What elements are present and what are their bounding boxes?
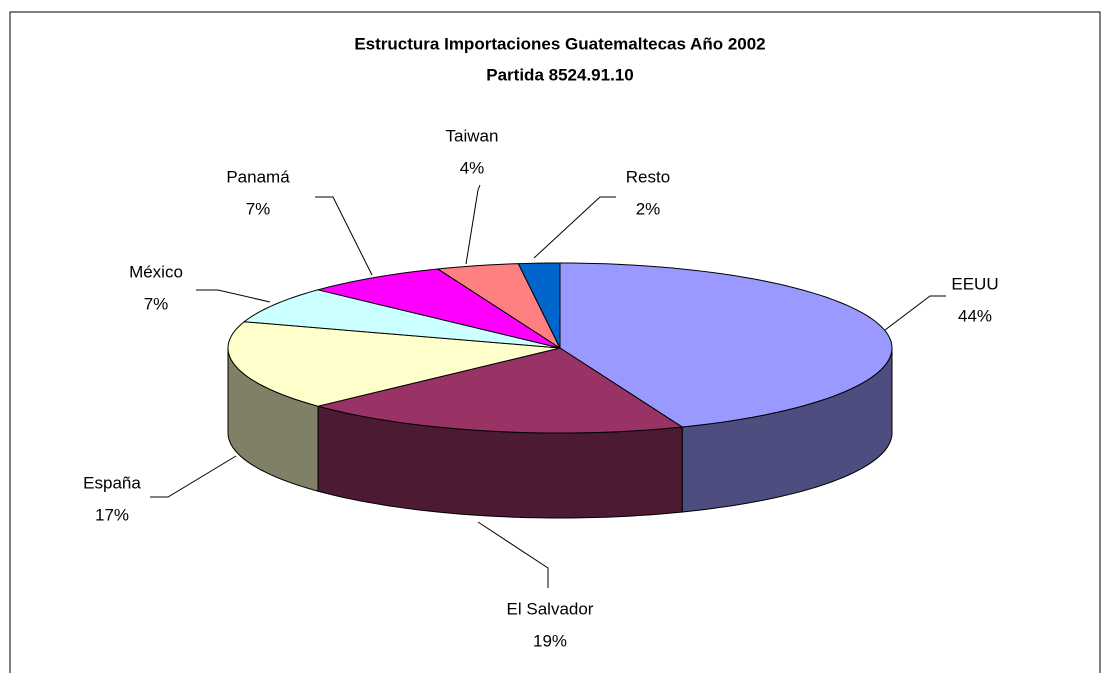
pie-slice	[317, 347, 684, 434]
slice-value-label: 44%	[958, 306, 992, 325]
slice-label: EEUU	[951, 274, 998, 293]
slice-value-label: 4%	[460, 158, 485, 177]
slice-label: Taiwan	[446, 126, 499, 145]
leader-line	[533, 196, 616, 259]
pie-slice	[436, 263, 562, 350]
leader-line	[465, 184, 481, 265]
chart-title: Estructura Importaciones Guatemaltecas A…	[354, 34, 765, 53]
pie-slice	[242, 289, 561, 349]
leader-line	[477, 521, 549, 588]
chart-subtitle: Partida 8524.91.10	[486, 65, 633, 84]
slice-label: El Salvador	[507, 599, 594, 618]
slice-label: México	[129, 262, 183, 281]
slice-value-label: 17%	[95, 505, 129, 524]
leader-line	[196, 289, 271, 303]
slice-value-label: 7%	[144, 294, 169, 313]
pie-slice	[559, 262, 893, 428]
leader-line	[884, 295, 946, 331]
slice-value-label: 2%	[636, 199, 661, 218]
pie-slice	[227, 321, 561, 407]
slice-value-label: 7%	[246, 199, 271, 218]
pie-tops	[227, 262, 893, 434]
pie-slice	[517, 262, 561, 349]
pie-labels: EEUU 44% El Salvador 19% España 17% México 7% Pa…	[83, 126, 998, 650]
leader-line	[315, 196, 373, 276]
slice-label: Panamá	[226, 167, 290, 186]
leader-line	[150, 455, 237, 498]
pie-slice	[317, 268, 561, 349]
slice-value-label: 19%	[533, 631, 567, 650]
slice-label: España	[83, 473, 141, 492]
slice-label: Resto	[626, 167, 670, 186]
